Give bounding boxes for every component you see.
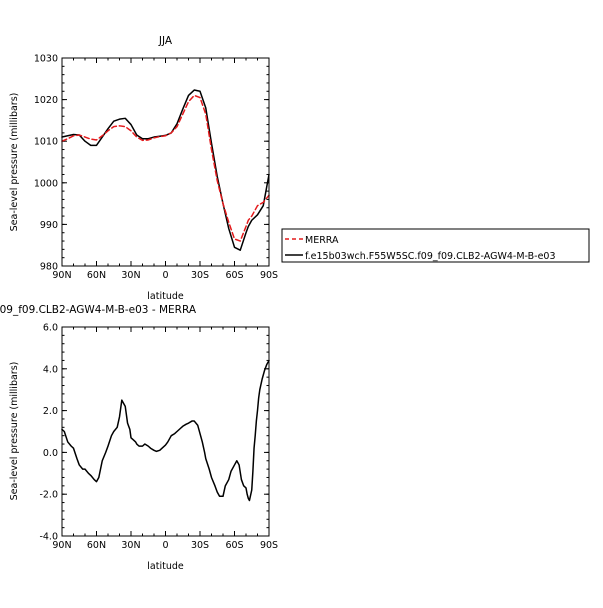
top-panel: JJA 90N 60N 30N 0 30S 60S 90S 980 990 1000 1010 102…	[9, 35, 278, 302]
top-panel-frame	[61, 57, 270, 267]
top-panel-title: JJA	[158, 35, 173, 47]
top-x-tick-label: 30S	[191, 270, 209, 281]
bottom-series-difference-line	[61, 359, 270, 502]
bottom-x-tick-label: 30S	[191, 540, 209, 551]
top-y-tick-label: 980	[40, 262, 58, 273]
top-x-tick-label: 60N	[87, 270, 106, 281]
top-panel-marks: 90N 60N 30N 0 30S 60S 90S 980 990 1000 1010 1020 103…	[34, 54, 278, 282]
top-y-tick-label: 1030	[34, 54, 58, 65]
bottom-y-tick-label: 6.0	[43, 323, 58, 334]
bottom-x-tick-label: 30N	[121, 540, 140, 551]
legend-box	[281, 228, 590, 263]
legend-label-merra: MERRA	[305, 235, 339, 246]
bottom-panel-title: f.e15b03wch.F55W5SC.f09_f09.CLB2-AGW4-M-…	[0, 304, 197, 316]
legend-label-model: f.e15b03wch.F55W5SC.f09_f09.CLB2-AGW4-M-…	[305, 251, 556, 262]
bottom-y-tick-label: 2.0	[43, 406, 58, 417]
top-x-tick-label: 30N	[121, 270, 140, 281]
top-x-tick-label: 90N	[52, 270, 71, 281]
top-x-tick-label: 60S	[225, 270, 243, 281]
bottom-y-tick-label: -4.0	[39, 532, 58, 543]
bottom-y-tick-label: 4.0	[43, 364, 58, 375]
bottom-panel-frame	[61, 326, 270, 537]
bottom-panel: f.e15b03wch.F55W5SC.f09_f09.CLB2-AGW4-M-…	[0, 304, 278, 572]
top-y-tick-label: 1020	[34, 95, 58, 106]
top-y-tick-label: 990	[40, 220, 58, 231]
top-panel-xlabel: latitude	[147, 291, 184, 302]
top-x-tick-label: 90S	[260, 270, 278, 281]
bottom-x-tick-label: 0	[162, 540, 168, 551]
top-series-merra-line	[61, 94, 270, 242]
bottom-panel-xlabel: latitude	[147, 561, 184, 572]
bottom-y-tick-label: 0.0	[43, 448, 58, 459]
bottom-y-tick-label: -2.0	[39, 490, 58, 501]
top-y-tick-label: 1010	[34, 137, 58, 148]
bottom-x-tick-label: 60N	[87, 540, 106, 551]
top-x-tick-label: 0	[162, 270, 168, 281]
bottom-panel-ylabel: Sea-level pressure (millibars)	[9, 362, 20, 501]
bottom-x-tick-label: 90S	[260, 540, 278, 551]
top-series-f-e15b03wch-f55w5sc-f09-f09-clb2-agw4-m-b-e03-line	[61, 89, 270, 251]
bottom-x-tick-label: 60S	[225, 540, 243, 551]
bottom-x-tick-label: 90N	[52, 540, 71, 551]
legend: MERRA f.e15b03wch.F55W5SC.f09_f09.CLB2-A…	[281, 228, 590, 263]
top-panel-ylabel: Sea-level pressure (millibars)	[9, 93, 20, 232]
top-y-tick-label: 1000	[34, 178, 58, 189]
bottom-panel-marks: 90N 60N 30N 0 30S 60S 90S -4.0 -2.0 0.0 2.0 4.0 6.0	[39, 323, 278, 552]
